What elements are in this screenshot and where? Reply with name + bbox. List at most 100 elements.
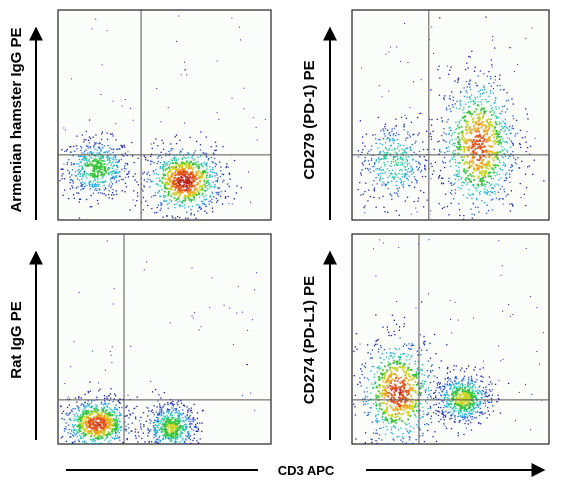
scatter-point xyxy=(79,414,81,416)
scatter-point xyxy=(170,433,173,435)
scatter-point xyxy=(187,197,190,199)
scatter-point xyxy=(402,153,404,155)
scatter-point xyxy=(220,170,222,172)
scatter-point xyxy=(255,126,257,128)
scatter-point xyxy=(183,430,186,432)
scatter-point xyxy=(411,344,414,347)
scatter-point xyxy=(481,166,483,169)
scatter-point xyxy=(405,407,408,410)
scatter-point xyxy=(394,156,396,158)
scatter-point xyxy=(463,162,465,165)
scatter-point xyxy=(481,143,483,145)
scatter-point xyxy=(88,404,90,406)
scatter-point xyxy=(89,146,91,148)
scatter-point xyxy=(177,417,179,419)
scatter-point xyxy=(395,387,398,389)
scatter-point xyxy=(448,132,450,134)
scatter-point xyxy=(487,100,489,103)
scatter-point xyxy=(469,165,471,168)
scatter-point xyxy=(179,169,182,172)
scatter-point xyxy=(100,414,103,417)
scatter-point xyxy=(393,420,396,422)
scatter-point xyxy=(473,127,476,130)
scatter-point xyxy=(228,185,230,188)
scatter-point xyxy=(473,179,476,181)
scatter-point xyxy=(500,142,502,144)
scatter-point xyxy=(185,416,187,419)
scatter-point xyxy=(205,194,207,196)
scatter-point xyxy=(466,139,468,142)
scatter-point xyxy=(449,98,452,101)
scatter-point xyxy=(483,188,485,190)
scatter-point xyxy=(433,53,435,54)
scatter-point xyxy=(394,427,396,429)
scatter-point xyxy=(196,140,198,143)
scatter-point xyxy=(474,187,476,189)
scatter-point xyxy=(474,206,477,208)
scatter-point xyxy=(407,414,410,417)
scatter-point xyxy=(168,190,170,193)
scatter-point xyxy=(90,151,93,153)
scatter-point xyxy=(371,438,373,441)
scatter-point xyxy=(457,141,459,143)
scatter-point xyxy=(438,177,440,179)
scatter-point xyxy=(366,167,369,170)
scatter-point xyxy=(464,413,466,415)
scatter-point xyxy=(188,187,191,190)
scatter-point xyxy=(168,166,171,169)
scatter-point xyxy=(175,169,177,172)
scatter-point xyxy=(79,161,81,163)
scatter-point xyxy=(482,155,485,158)
scatter-point xyxy=(375,314,377,316)
scatter-point xyxy=(193,180,196,182)
scatter-point xyxy=(140,428,142,430)
scatter-point xyxy=(177,400,180,402)
scatter-point xyxy=(163,196,165,198)
scatter-point xyxy=(72,155,74,157)
scatter-point xyxy=(114,407,116,409)
scatter-point xyxy=(174,192,177,194)
scatter-point xyxy=(388,379,391,382)
scatter-point xyxy=(396,138,398,141)
scatter-point xyxy=(413,377,416,380)
scatter-point xyxy=(438,94,441,96)
scatter-point xyxy=(204,190,206,192)
scatter-point xyxy=(189,198,192,201)
scatter-point xyxy=(428,387,430,389)
scatter-point xyxy=(463,107,465,109)
scatter-point xyxy=(366,387,368,389)
scatter-point xyxy=(190,209,192,211)
scatter-point xyxy=(490,105,492,107)
scatter-point xyxy=(440,151,442,153)
scatter-point xyxy=(106,156,108,158)
scatter-point xyxy=(114,437,116,439)
scatter-point xyxy=(188,181,191,184)
scatter-point xyxy=(452,150,455,152)
scatter-point xyxy=(507,157,509,159)
scatter-point xyxy=(73,432,76,435)
scatter-point xyxy=(402,412,405,415)
scatter-point xyxy=(393,425,395,427)
scatter-point xyxy=(108,193,110,196)
scatter-point xyxy=(81,415,83,418)
scatter-point xyxy=(408,436,410,438)
scatter-point xyxy=(74,171,77,173)
scatter-point xyxy=(194,150,196,152)
scatter-point xyxy=(390,154,392,157)
scatter-point xyxy=(399,157,402,159)
scatter-point xyxy=(88,163,90,166)
scatter-point xyxy=(402,368,404,371)
scatter-point xyxy=(166,183,169,186)
scatter-point xyxy=(410,149,412,152)
scatter-point xyxy=(71,441,74,444)
scatter-point xyxy=(384,387,387,389)
scatter-point xyxy=(404,151,407,153)
scatter-point xyxy=(189,190,191,192)
scatter-point xyxy=(477,185,479,188)
scatter-point xyxy=(167,426,170,429)
scatter-point xyxy=(147,407,149,409)
scatter-point xyxy=(391,385,393,388)
scatter-point xyxy=(385,142,387,144)
scatter-point xyxy=(375,397,378,399)
scatter-point xyxy=(100,138,103,141)
